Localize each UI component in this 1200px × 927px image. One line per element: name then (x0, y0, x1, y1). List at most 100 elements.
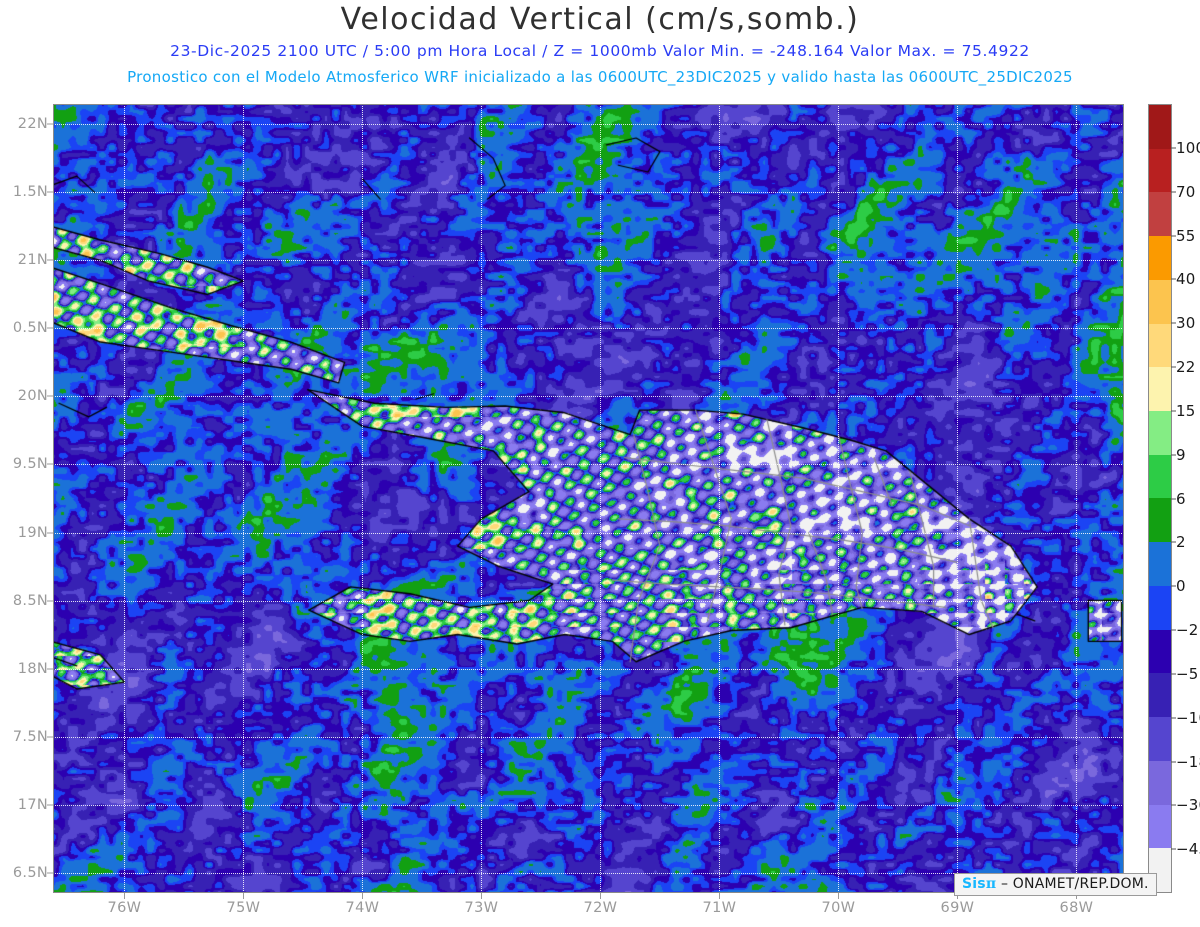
gridline-vertical (600, 104, 602, 893)
colorbar-tick (1171, 410, 1176, 412)
gridline-horizontal (53, 192, 1124, 194)
colorbar-tick (1171, 322, 1176, 324)
colorbar-tick (1171, 673, 1176, 675)
logo-org-text: ONAMET/REP.DOM. (1012, 876, 1149, 892)
x-axis-tick (838, 893, 840, 899)
colorbar-tick-label: −2 (1176, 621, 1199, 639)
y-axis-tick (47, 872, 53, 874)
gridline-vertical (124, 104, 126, 893)
colorbar-swatch (1149, 454, 1171, 499)
colorbar-tick-label: 0 (1176, 577, 1186, 596)
colorbar-tick (1171, 848, 1176, 850)
colorbar-swatch (1149, 498, 1171, 543)
colorbar (1148, 104, 1172, 893)
colorbar-tick (1171, 541, 1176, 543)
colorbar-swatch (1149, 804, 1171, 849)
y-axis-tick (47, 395, 53, 397)
colorbar-swatch (1149, 760, 1171, 805)
vertical-velocity-field (53, 104, 1124, 893)
gridline-horizontal (53, 396, 1124, 398)
colorbar-tick (1171, 235, 1176, 236)
subtitle-run-info: 23-Dic-2025 2100 UTC / 5:00 pm Hora Loca… (170, 42, 1030, 60)
colorbar-swatch (1149, 279, 1171, 324)
y-axis-tick-label: 0.5N (12, 320, 48, 337)
x-axis-tick-label: 74W (345, 900, 380, 916)
y-axis-tick (47, 600, 53, 602)
colorbar-tick-label: −30 (1176, 796, 1200, 815)
colorbar-tick-label: 100 (1176, 138, 1200, 157)
map-plot-area[interactable] (53, 104, 1124, 893)
y-axis-tick-label: 21N (17, 252, 48, 269)
colorbar-swatch (1149, 323, 1171, 368)
x-axis-tick-label: 75W (226, 900, 261, 916)
x-axis-tick (243, 893, 245, 899)
gridline-horizontal (53, 328, 1124, 330)
colorbar-tick-label: 15 (1176, 401, 1196, 420)
colorbar-tick (1171, 761, 1176, 762)
gridline-horizontal (53, 668, 1124, 670)
gridline-horizontal (53, 736, 1124, 738)
x-axis-tick-label: 71W (702, 900, 737, 916)
x-axis-tick (124, 893, 126, 899)
x-axis-tick (719, 893, 721, 899)
gridline-vertical (243, 104, 245, 893)
y-axis-tick (47, 736, 53, 738)
y-axis-tick (47, 191, 53, 193)
colorbar-swatch (1149, 148, 1171, 193)
colorbar-swatch (1149, 629, 1171, 674)
y-axis-tick-label: 6.5N (12, 864, 48, 881)
colorbar-tick (1171, 366, 1176, 368)
colorbar-tick (1171, 498, 1176, 499)
x-axis-tick (362, 893, 364, 899)
colorbar-tick-label: 70 (1176, 182, 1196, 201)
colorbar-swatch (1149, 411, 1171, 455)
colorbar-tick (1171, 804, 1176, 806)
colorbar-tick (1171, 147, 1176, 149)
y-axis-tick-label: 1.5N (12, 184, 48, 201)
colorbar-swatch (1149, 585, 1171, 630)
y-axis-tick-label: 9.5N (12, 456, 48, 473)
gridline-vertical (1076, 104, 1078, 893)
colorbar-swatch (1149, 192, 1171, 237)
y-axis-tick (47, 123, 53, 125)
gridline-horizontal (53, 600, 1124, 602)
colorbar-tick-label: −5 (1176, 664, 1199, 683)
y-axis-tick (47, 259, 53, 261)
y-axis-tick-label: 19N (17, 524, 48, 541)
colorbar-tick-label: 30 (1176, 314, 1196, 333)
x-axis-tick-label: 70W (821, 900, 856, 916)
logo-sis-text: Sis (962, 876, 986, 892)
y-axis-tick-label: 8.5N (12, 592, 48, 609)
page-title: Velocidad Vertical (cm/s,somb.) (340, 2, 860, 37)
y-axis-tick (47, 532, 53, 533)
gridline-horizontal (53, 260, 1124, 262)
subtitle-model-info: Pronostico con el Modelo Atmosferico WRF… (127, 68, 1073, 86)
x-axis-tick-label: 76W (107, 900, 142, 916)
colorbar-tick (1171, 454, 1176, 456)
x-axis-tick-label: 72W (583, 900, 618, 916)
colorbar-tick-label: 22 (1176, 358, 1196, 376)
colorbar-swatch (1149, 717, 1171, 761)
colorbar-swatch (1149, 236, 1171, 280)
y-axis-tick (47, 327, 53, 329)
y-axis-tick (47, 463, 53, 465)
x-axis-tick-label: 69W (940, 900, 975, 916)
gridline-horizontal (53, 124, 1124, 126)
colorbar-tick (1171, 585, 1176, 587)
colorbar-tick (1171, 191, 1176, 193)
gridline-horizontal (53, 532, 1124, 534)
x-axis-tick (600, 893, 602, 899)
logo-pi-icon: π (985, 876, 997, 892)
colorbar-swatch (1149, 542, 1171, 586)
y-axis-tick-label: 17N (17, 796, 48, 813)
colorbar-tick (1171, 629, 1176, 631)
colorbar-tick-label: 6 (1176, 489, 1186, 508)
colorbar-tick (1171, 717, 1176, 719)
colorbar-tick-label: −18 (1176, 752, 1200, 771)
y-axis-tick-label: 22N (17, 116, 48, 133)
gridline-vertical (838, 104, 840, 893)
y-axis-tick-label: 20N (17, 388, 48, 405)
colorbar-tick-label: 2 (1176, 533, 1186, 552)
y-axis-tick-label: 7.5N (12, 728, 48, 745)
gridline-vertical (362, 104, 364, 893)
